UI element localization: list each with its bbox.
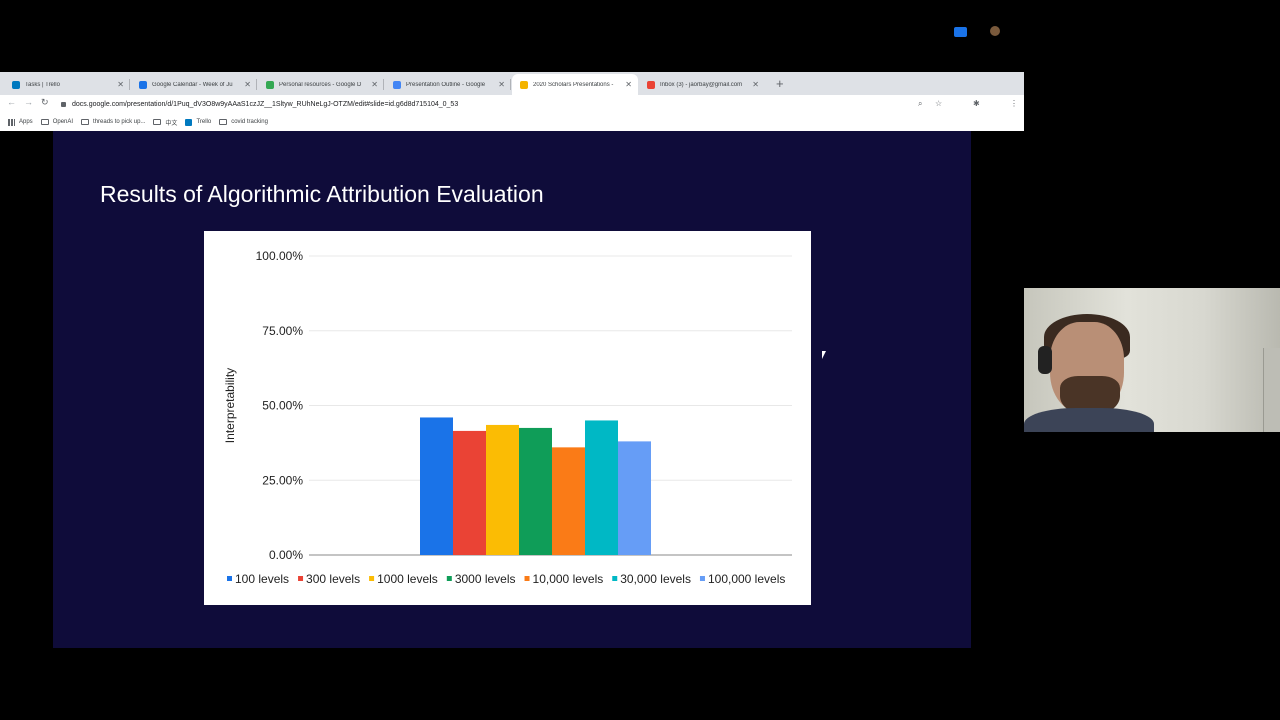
- legend-label: 100,000 levels: [708, 572, 785, 586]
- trello-icon: [12, 80, 20, 89]
- slide-title: Results of Algorithmic Attribution Evalu…: [100, 181, 544, 207]
- legend-swatch: [227, 576, 232, 581]
- bookmark-label: Trello: [196, 119, 212, 125]
- trello-icon: [185, 118, 193, 126]
- legend-swatch: [369, 576, 375, 581]
- tab-docs[interactable]: Presentation Outline - Google ✕: [385, 74, 511, 95]
- bookmark-openai[interactable]: OpenAI: [40, 119, 74, 125]
- new-tab-icon[interactable]: +: [776, 76, 784, 91]
- star-icon[interactable]: ☆: [935, 99, 943, 108]
- bookmarks-bar: Apps OpenAI threads to pick up... 中文 Tre…: [0, 113, 1024, 131]
- url-text: docs.google.com/presentation/d/1Puq_dV3O…: [72, 100, 459, 108]
- bookmark-apps[interactable]: Apps: [8, 118, 33, 126]
- legend-swatch: [699, 576, 705, 581]
- tab-drive[interactable]: Personal resources - Google D ✕: [258, 74, 384, 95]
- legend-swatch: [446, 576, 452, 581]
- y-tick-label: 25.00%: [262, 473, 303, 487]
- close-icon[interactable]: ✕: [371, 80, 378, 89]
- legend-label: 300 levels: [306, 572, 360, 586]
- close-icon[interactable]: ✕: [244, 80, 251, 89]
- close-icon[interactable]: ✕: [625, 80, 632, 89]
- bookmark-label: Apps: [19, 119, 33, 125]
- folder-icon: [219, 119, 228, 125]
- apps-grid-icon: [8, 118, 15, 126]
- chart-canvas: 0.00% 25.00% 50.00% 75.00% 100.00% Interpreta…: [223, 249, 792, 586]
- legend-label: 30,000 levels: [620, 572, 691, 586]
- presentation-slide: Results of Algorithmic Attribution Evalu…: [53, 131, 971, 648]
- legend-label: 3000 levels: [455, 572, 516, 586]
- bookmark-label: covid tracking: [231, 119, 268, 125]
- y-axis-label: Interpretability: [223, 368, 237, 443]
- folder-icon: [153, 119, 162, 125]
- back-arrow-icon[interactable]: ←: [7, 97, 16, 107]
- y-tick-label: 100.00%: [256, 249, 304, 263]
- legend-label: 10,000 levels: [533, 572, 604, 586]
- tab-title: Google Calendar - Week of Ju: [152, 81, 233, 88]
- tab-title: Inbox (3) - jaorbay@gmail.com: [660, 81, 743, 88]
- bar: [585, 420, 618, 555]
- bar: [486, 424, 519, 555]
- bookmark-label: 中文: [165, 120, 178, 127]
- address-bar[interactable]: docs.google.com/presentation/d/1Puq_dV3O…: [56, 97, 976, 111]
- legend-swatch: [298, 576, 304, 581]
- tab-title: Tasks | Trello: [25, 81, 60, 88]
- bookmark-trello[interactable]: Trello: [185, 118, 212, 126]
- bar-chart: 0.00% 25.00% 50.00% 75.00% 100.00% Interpreta…: [204, 231, 811, 605]
- bar: [453, 430, 486, 555]
- close-icon[interactable]: ✕: [752, 80, 759, 89]
- webcam-person-body: [1024, 408, 1154, 432]
- bar: [618, 441, 651, 555]
- folder-icon: [81, 119, 90, 125]
- tab-title: Personal resources - Google D: [279, 81, 362, 88]
- tab-slides[interactable]: 2020 Scholars Presentations - ✕: [512, 74, 638, 95]
- puzzle-icon[interactable]: ✱: [973, 99, 980, 108]
- zoom-icon[interactable]: ⌕: [918, 99, 923, 108]
- slides-icon: [520, 80, 528, 89]
- bookmark-chinese[interactable]: 中文: [153, 118, 177, 127]
- gmail-icon: [647, 80, 655, 89]
- bookmark-covid[interactable]: covid tracking: [219, 119, 268, 125]
- folder-icon: [40, 119, 49, 125]
- bookmark-threads[interactable]: threads to pick up...: [81, 119, 145, 125]
- close-icon[interactable]: ✕: [117, 80, 124, 89]
- tab-strip: Tasks | Trello ✕ Google Calendar - Week …: [0, 72, 1024, 95]
- bar: [519, 427, 552, 555]
- webcam-feed: [1024, 288, 1280, 432]
- legend-label: 100 levels: [235, 572, 289, 586]
- browser-toolbar: ← → ↻ docs.google.com/presentation/d/1Pu…: [0, 95, 1024, 113]
- tab-trello[interactable]: Tasks | Trello ✕: [4, 74, 130, 95]
- y-tick-label: 50.00%: [262, 399, 303, 413]
- bar: [420, 417, 453, 555]
- bar: [552, 447, 585, 555]
- close-icon[interactable]: ✕: [498, 80, 505, 89]
- tab-calendar[interactable]: Google Calendar - Week of Ju ✕: [131, 74, 257, 95]
- tab-title: 2020 Scholars Presentations -: [533, 81, 614, 88]
- legend-label: 1000 levels: [377, 572, 438, 586]
- docs-icon: [393, 80, 401, 89]
- webcam-door: [1263, 348, 1280, 432]
- browser-window: Tasks | Trello ✕ Google Calendar - Week …: [0, 72, 1024, 131]
- forward-arrow-icon[interactable]: →: [24, 97, 33, 107]
- y-tick-label: 75.00%: [262, 324, 303, 338]
- calendar-icon: [139, 80, 147, 89]
- reload-icon[interactable]: ↻: [41, 97, 49, 107]
- menu-icon[interactable]: ⋮: [1010, 99, 1018, 108]
- y-tick-label: 0.00%: [269, 548, 303, 562]
- tab-gmail[interactable]: Inbox (3) - jaorbay@gmail.com ✕: [639, 74, 765, 95]
- tab-title: Presentation Outline - Google: [406, 81, 486, 88]
- bookmark-label: OpenAI: [52, 119, 74, 125]
- bookmark-label: threads to pick up...: [93, 119, 146, 125]
- legend-swatch: [524, 576, 530, 581]
- lock-icon: [61, 101, 66, 107]
- profile-avatar[interactable]: [990, 26, 1000, 36]
- headphone-icon: [1038, 346, 1052, 374]
- mouse-cursor-icon: [822, 351, 826, 359]
- drive-icon: [266, 80, 274, 89]
- legend-swatch: [612, 576, 618, 581]
- extension-icon[interactable]: [954, 27, 967, 37]
